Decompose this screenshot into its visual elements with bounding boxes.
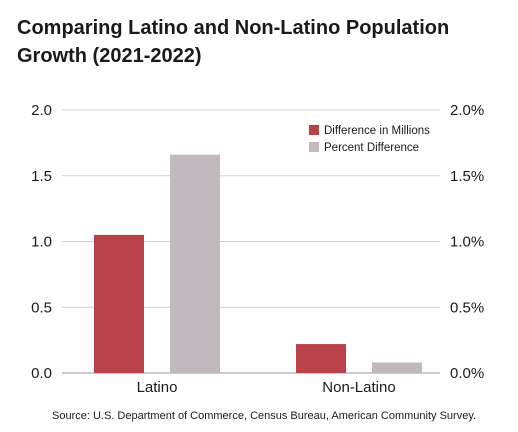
legend-swatch	[309, 125, 319, 135]
right-tick-label: 0.5%	[450, 299, 484, 316]
right-tick-label: 0.0%	[450, 365, 484, 382]
bar-percent-latino	[170, 154, 220, 373]
category-labels: Latino Non-Latino	[137, 379, 396, 396]
bar-millions-non-latino	[296, 344, 346, 373]
left-tick-label: 0.0	[31, 365, 52, 382]
source-note: Source: U.S. Department of Commerce, Cen…	[52, 410, 477, 422]
right-tick-label: 1.0%	[450, 234, 484, 251]
left-tick-label: 0.5	[31, 299, 52, 316]
legend-label: Percent Difference	[324, 142, 419, 154]
right-axis-ticks: 0.0% 0.5% 1.0% 1.5% 2.0%	[450, 102, 484, 382]
legend-swatch	[309, 142, 319, 152]
category-label: Non-Latino	[322, 379, 395, 396]
left-tick-label: 2.0	[31, 102, 52, 119]
bars	[94, 154, 422, 373]
right-tick-label: 1.5%	[450, 168, 484, 185]
legend-label: Difference in Millions	[324, 125, 430, 137]
bar-percent-non-latino	[372, 362, 422, 373]
bar-millions-latino	[94, 234, 144, 373]
chart-title: Comparing Latino and Non-Latino Populati…	[17, 17, 450, 67]
left-tick-label: 1.5	[31, 168, 52, 185]
left-tick-label: 1.0	[31, 234, 52, 251]
category-label: Latino	[137, 379, 178, 396]
legend: Difference in Millions Percent Difference	[309, 125, 430, 154]
right-tick-label: 2.0%	[450, 102, 484, 119]
left-axis-ticks: 0.0 0.5 1.0 1.5 2.0	[31, 102, 52, 382]
